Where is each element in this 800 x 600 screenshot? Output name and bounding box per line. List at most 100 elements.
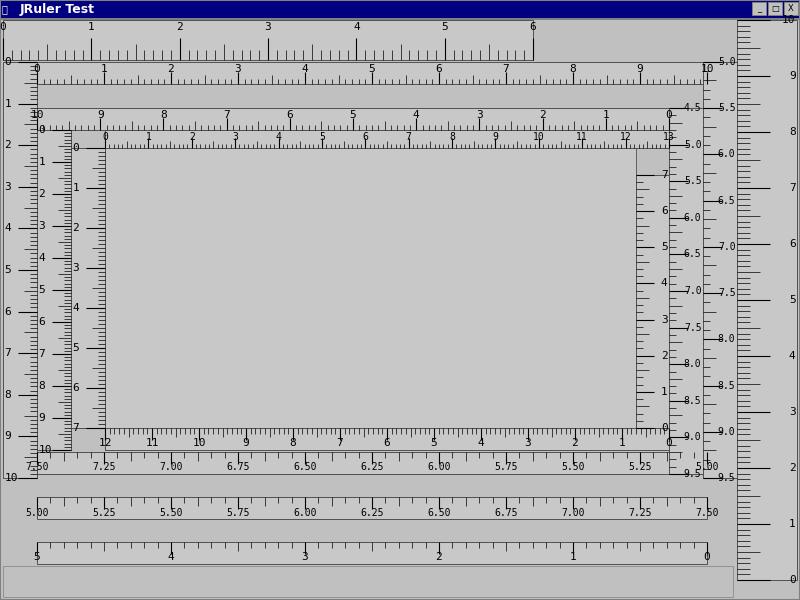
Text: 6.0: 6.0 <box>684 213 702 223</box>
Text: 7.0: 7.0 <box>718 242 735 252</box>
Text: 7: 7 <box>38 349 46 359</box>
Text: 8: 8 <box>5 390 11 400</box>
Text: 3: 3 <box>661 314 667 325</box>
Text: 1: 1 <box>789 519 795 529</box>
Text: 4: 4 <box>276 131 282 142</box>
Text: 4: 4 <box>302 64 308 73</box>
Text: 9: 9 <box>97 109 103 119</box>
Text: 10: 10 <box>192 439 206 449</box>
Text: 6.00: 6.00 <box>427 463 450 473</box>
Text: 8: 8 <box>449 131 455 142</box>
Text: 0: 0 <box>73 143 79 153</box>
Bar <box>105 148 636 428</box>
Text: 9.0: 9.0 <box>718 427 735 437</box>
Text: 9.5: 9.5 <box>684 469 702 479</box>
Text: 0: 0 <box>661 423 667 433</box>
Text: 7.5: 7.5 <box>718 288 735 298</box>
Text: 8: 8 <box>570 64 576 73</box>
Text: 1: 1 <box>146 131 151 142</box>
Text: 6.50: 6.50 <box>427 508 450 517</box>
Text: 6: 6 <box>384 439 390 449</box>
Text: 3: 3 <box>265 22 271 31</box>
Text: 9.5: 9.5 <box>718 473 735 483</box>
Text: 5.25: 5.25 <box>92 508 116 517</box>
Text: 4: 4 <box>478 439 484 449</box>
Text: 8: 8 <box>290 439 296 449</box>
Bar <box>105 428 669 450</box>
Bar <box>0 0 800 18</box>
Text: 7: 7 <box>789 183 795 193</box>
Text: □: □ <box>771 4 779 13</box>
Text: 4: 4 <box>353 22 360 31</box>
Text: 1: 1 <box>5 98 11 109</box>
Text: 5.5: 5.5 <box>718 103 735 113</box>
Bar <box>768 2 782 15</box>
Text: 6.75: 6.75 <box>494 508 518 517</box>
Text: 10: 10 <box>533 131 545 142</box>
Text: 6.5: 6.5 <box>684 250 702 259</box>
Text: JRuler Test: JRuler Test <box>20 2 95 16</box>
Text: 7: 7 <box>406 131 412 142</box>
Text: 0: 0 <box>0 22 6 31</box>
Text: 9.0: 9.0 <box>684 433 702 442</box>
Bar <box>37 497 707 519</box>
Text: 6.00: 6.00 <box>294 508 317 517</box>
Text: X: X <box>788 4 794 13</box>
Text: 5: 5 <box>430 439 438 449</box>
Text: 5.25: 5.25 <box>628 463 652 473</box>
Text: 1: 1 <box>88 22 94 31</box>
Text: 5.75: 5.75 <box>494 463 518 473</box>
Text: 9: 9 <box>637 64 643 73</box>
Text: 7: 7 <box>73 423 79 433</box>
Bar <box>3 566 733 597</box>
Text: 🗔: 🗔 <box>2 4 8 14</box>
Text: 1: 1 <box>661 387 667 397</box>
Text: 0: 0 <box>38 125 46 135</box>
Text: 6.25: 6.25 <box>360 508 384 517</box>
Bar <box>636 175 669 428</box>
Text: 9: 9 <box>493 131 498 142</box>
Text: 11: 11 <box>576 131 588 142</box>
Text: 12: 12 <box>620 131 631 142</box>
Text: 7.0: 7.0 <box>684 286 702 296</box>
Text: 0: 0 <box>102 131 108 142</box>
Text: 1: 1 <box>101 64 107 73</box>
Text: 5.00: 5.00 <box>26 508 49 517</box>
Text: 7.25: 7.25 <box>628 508 652 517</box>
Bar <box>0 18 800 20</box>
Text: 4: 4 <box>5 223 11 233</box>
Text: 3: 3 <box>789 407 795 417</box>
Text: 5.50: 5.50 <box>159 508 182 517</box>
Text: 3: 3 <box>525 439 531 449</box>
Bar <box>105 130 669 148</box>
Bar <box>669 108 703 474</box>
Text: 4: 4 <box>73 303 79 313</box>
Text: 2: 2 <box>539 109 546 119</box>
Text: 5.0: 5.0 <box>718 57 735 67</box>
Text: 6.5: 6.5 <box>718 196 735 206</box>
Text: 8: 8 <box>789 127 795 137</box>
Text: 6: 6 <box>661 206 667 216</box>
Bar <box>3 20 533 60</box>
Text: 7: 7 <box>661 170 667 180</box>
Text: 9: 9 <box>5 431 11 442</box>
Text: 7.50: 7.50 <box>695 508 718 517</box>
Text: 5: 5 <box>319 131 325 142</box>
Bar <box>703 62 737 478</box>
Text: 7.00: 7.00 <box>562 508 585 517</box>
Text: 1: 1 <box>618 439 626 449</box>
Text: 5: 5 <box>442 22 448 31</box>
Text: 6: 6 <box>5 307 11 317</box>
Text: 6.50: 6.50 <box>294 463 317 473</box>
Text: 4.5: 4.5 <box>684 103 702 113</box>
Text: 7.25: 7.25 <box>92 463 116 473</box>
Text: 6: 6 <box>530 22 536 31</box>
Text: 6: 6 <box>789 239 795 249</box>
Text: 0: 0 <box>704 553 710 563</box>
Text: 1: 1 <box>38 157 46 167</box>
Text: 1: 1 <box>602 109 609 119</box>
Text: 7.00: 7.00 <box>159 463 182 473</box>
Text: 7: 7 <box>337 439 343 449</box>
Text: 6.0: 6.0 <box>718 149 735 160</box>
Text: 4: 4 <box>38 253 46 263</box>
